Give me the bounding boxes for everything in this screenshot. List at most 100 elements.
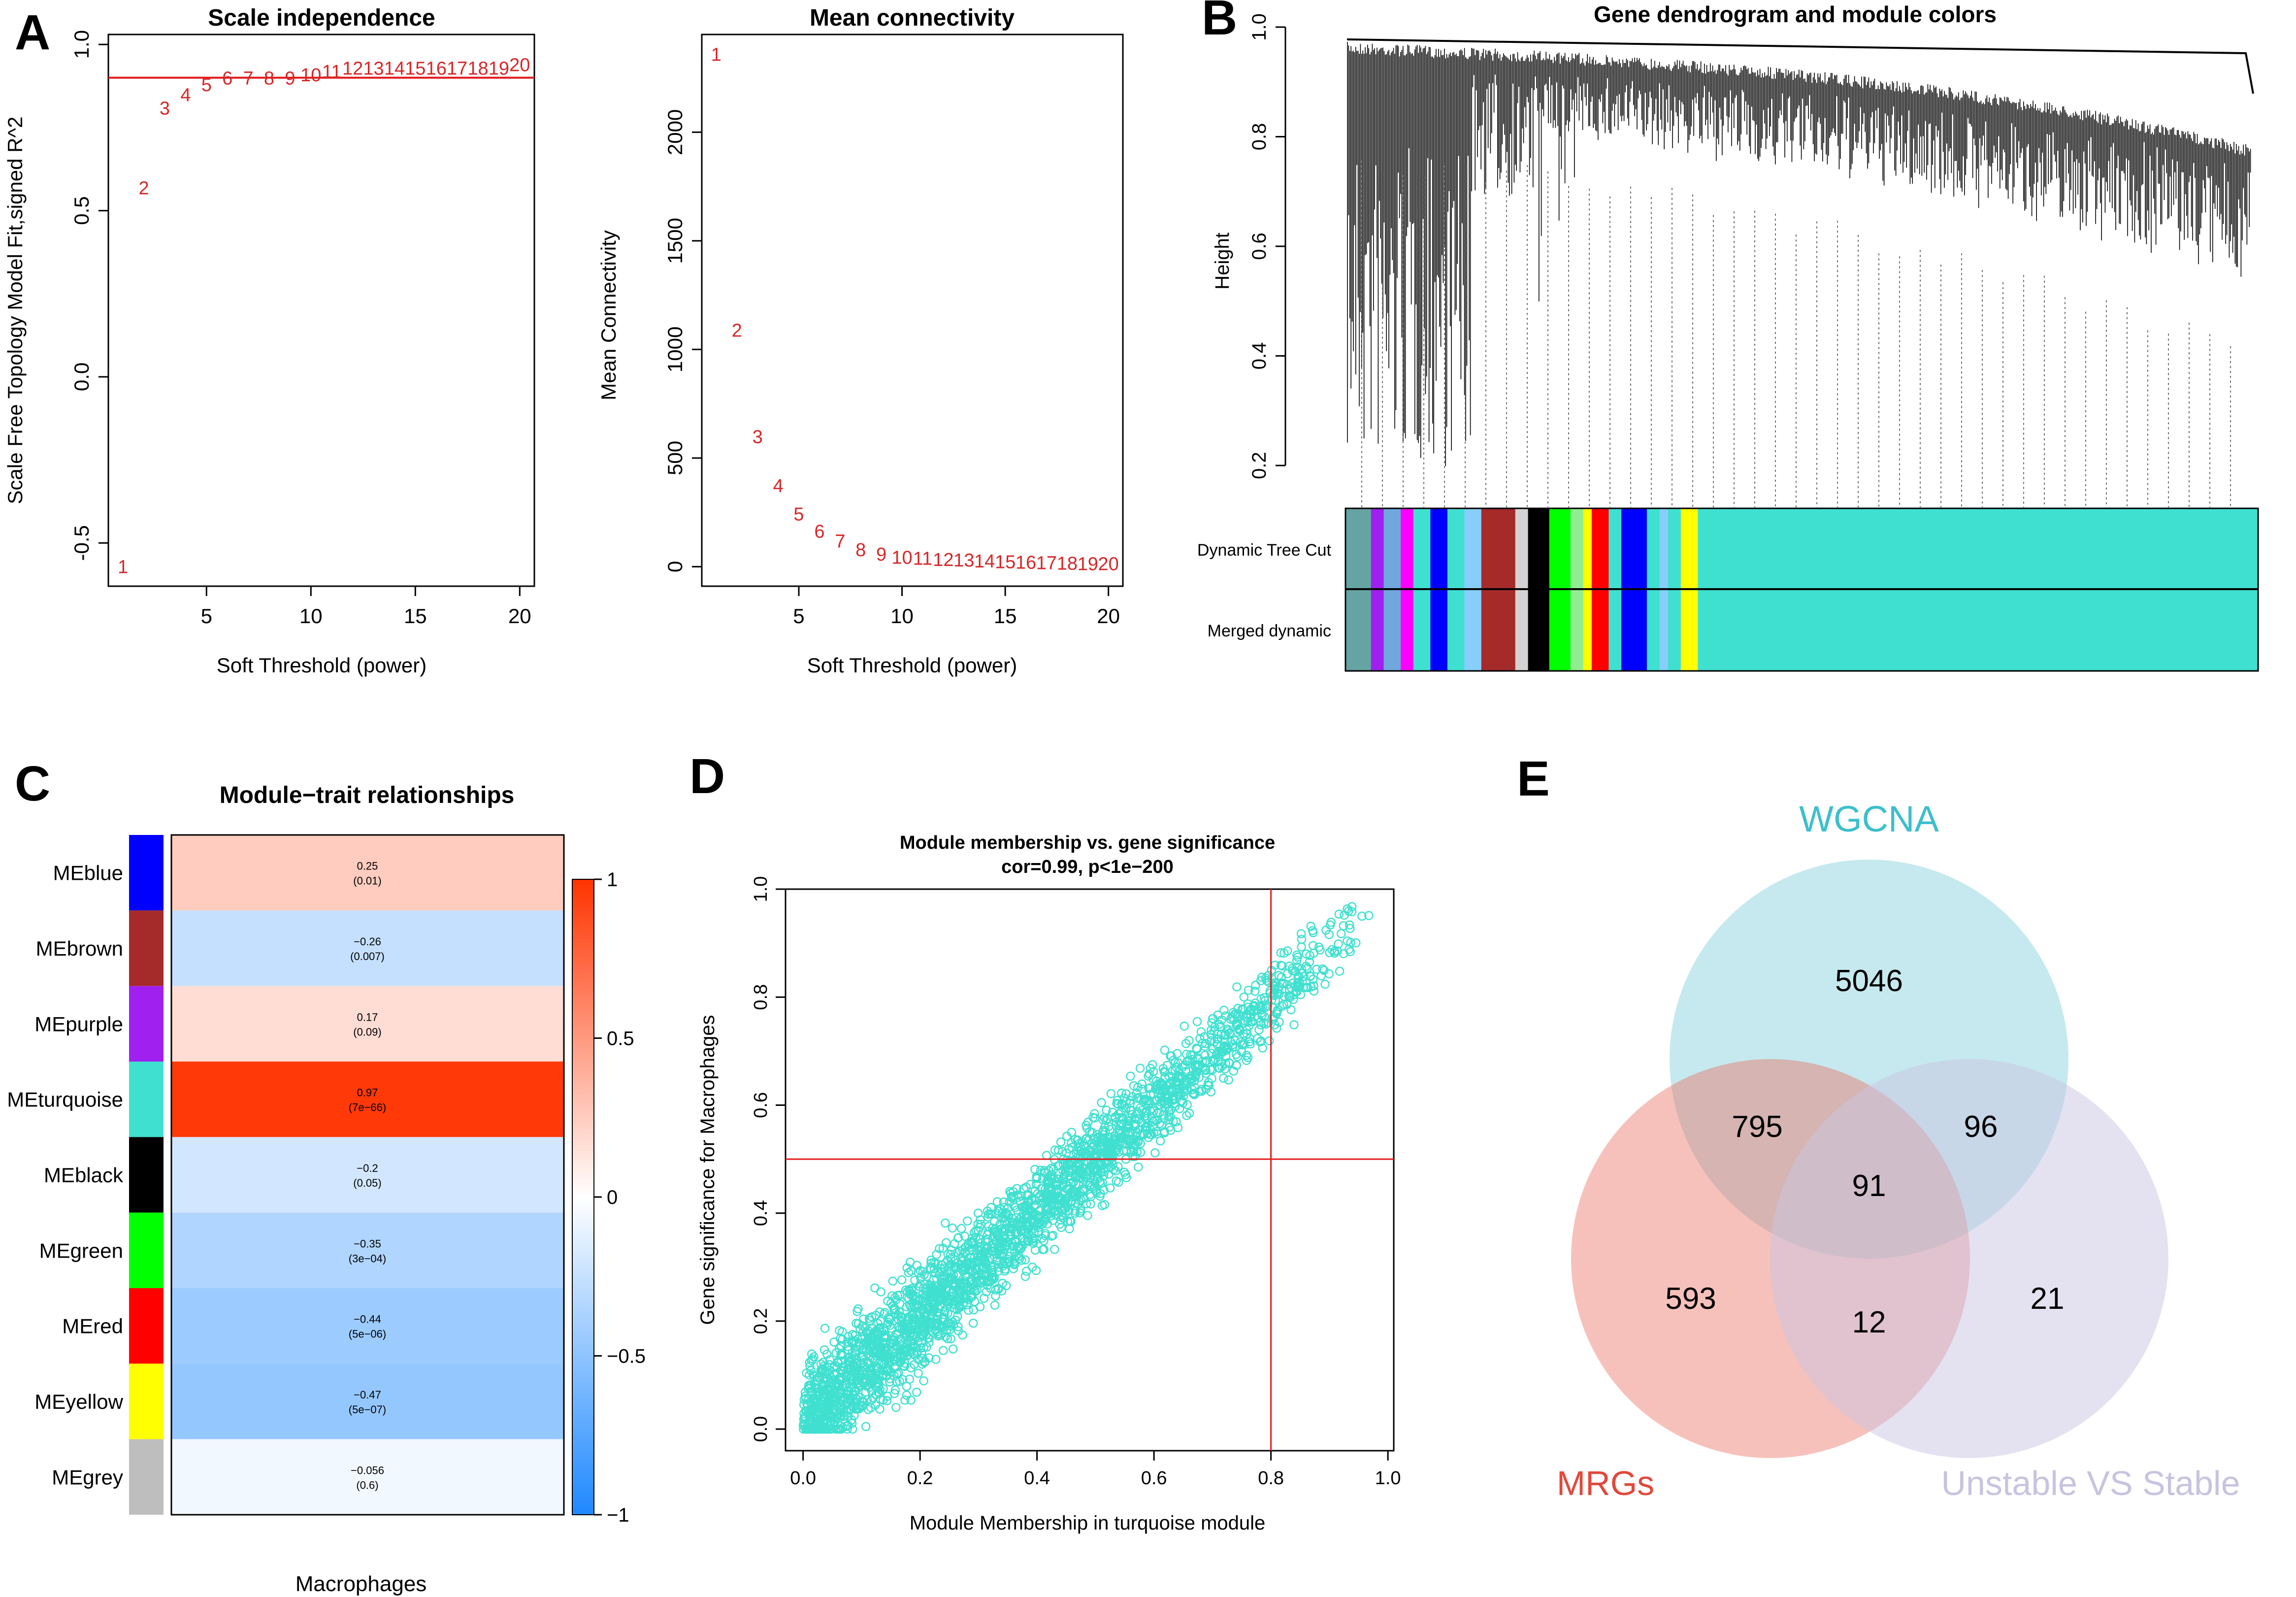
d-point	[919, 1308, 929, 1318]
a1-y-tick-label: 0.0	[70, 363, 93, 391]
b-title: Gene dendrogram and module colors	[1594, 1, 1997, 27]
d-point	[895, 1290, 905, 1300]
d-point	[1012, 1251, 1021, 1261]
d-point	[1066, 1178, 1076, 1188]
d-point	[1083, 1117, 1093, 1127]
c-heatmap-cell	[171, 1137, 564, 1213]
d-point	[962, 1283, 972, 1293]
d-point	[959, 1255, 969, 1264]
d-point	[878, 1338, 887, 1348]
d-point	[861, 1376, 871, 1385]
d-point	[1264, 1036, 1274, 1046]
d-point	[1014, 1243, 1024, 1252]
d-point	[846, 1358, 855, 1368]
d-y-label: Gene significance for Macrophages	[697, 1015, 719, 1325]
d-point	[1195, 1034, 1205, 1043]
d-point	[1058, 1181, 1068, 1191]
d-point	[820, 1324, 830, 1333]
d-point	[1142, 1122, 1151, 1132]
d-point	[1148, 1067, 1158, 1076]
d-point	[943, 1272, 952, 1282]
a2-y-tick-label: 1500	[663, 218, 687, 264]
d-point	[1076, 1167, 1085, 1177]
d-point	[1050, 1145, 1060, 1155]
d-point	[1334, 909, 1344, 919]
d-point	[1040, 1166, 1049, 1175]
d-point	[901, 1285, 911, 1295]
d-point	[1065, 1216, 1075, 1226]
c-module-label: MEyellow	[34, 1390, 123, 1413]
b-module-bar-dynamic	[1383, 508, 1401, 589]
d-point	[983, 1280, 992, 1290]
d-point	[1206, 1030, 1215, 1039]
d-point	[1009, 1187, 1018, 1197]
c-cell-cor: 0.97	[357, 1087, 378, 1099]
d-point	[879, 1332, 888, 1342]
d-point	[930, 1268, 940, 1278]
d-point	[999, 1198, 1009, 1207]
d-point	[1043, 1219, 1052, 1229]
d-point	[1364, 911, 1374, 920]
a2-y-tick-label: 0	[663, 561, 687, 572]
d-point	[858, 1397, 868, 1406]
d-point	[1173, 1123, 1183, 1132]
d-point	[990, 1300, 1000, 1310]
panel-letter-d: D	[689, 749, 725, 804]
d-x-label: Module Membership in turquoise module	[910, 1512, 1266, 1534]
c-heatmap-cell	[171, 835, 564, 911]
d-point	[1110, 1139, 1120, 1148]
d-point	[933, 1259, 943, 1268]
a2-point-label: 16	[1016, 553, 1036, 573]
d-y-tick-label: 0.6	[751, 1092, 771, 1118]
d-point	[1314, 942, 1324, 952]
d-point	[955, 1246, 965, 1256]
d-point	[990, 1225, 1000, 1234]
c-module-label: MEturquoise	[7, 1088, 123, 1111]
d-point	[1050, 1245, 1059, 1254]
d-point	[852, 1358, 861, 1367]
d-point	[1172, 1063, 1181, 1072]
d-point	[1345, 920, 1354, 930]
c-colorbar-tick-label: −0.5	[607, 1346, 646, 1367]
d-point	[1067, 1143, 1077, 1152]
d-point	[1108, 1152, 1117, 1162]
d-point	[993, 1206, 1003, 1216]
d-point	[1061, 1195, 1071, 1204]
a2-point-label: 10	[891, 547, 912, 568]
d-point	[1279, 948, 1289, 958]
a2-plot-frame	[701, 33, 1124, 587]
d-point	[986, 1241, 996, 1251]
d-point	[805, 1361, 815, 1371]
d-point	[1100, 1123, 1110, 1132]
d-point	[919, 1270, 929, 1279]
d-point	[950, 1303, 959, 1313]
c-cell-pvalue: (0.6)	[356, 1479, 378, 1491]
c-module-swatch	[129, 1212, 164, 1288]
panel-letter-e: E	[1517, 751, 1550, 806]
d-point	[817, 1424, 826, 1434]
d-point	[917, 1348, 926, 1358]
d-point	[1297, 968, 1307, 978]
d-point	[1152, 1095, 1162, 1104]
a1-point-label: 6	[222, 68, 232, 89]
b-y-label: Height	[1212, 233, 1233, 290]
d-point	[859, 1314, 868, 1324]
d-point	[1202, 1056, 1212, 1065]
d-point	[1012, 1245, 1021, 1255]
panel-c-module-trait: Module−trait relationships MEblue 0.25 (0.…	[7, 782, 646, 1596]
d-plot-frame	[785, 888, 1395, 1452]
a2-y-tick-label: 500	[663, 441, 687, 475]
d-point	[950, 1282, 960, 1292]
d-point	[1164, 1093, 1173, 1103]
a2-y-tick-label: 1000	[663, 327, 687, 372]
d-point	[899, 1349, 909, 1359]
d-point	[1256, 1017, 1266, 1027]
a1-point-label: 8	[264, 68, 274, 89]
d-point	[987, 1268, 997, 1277]
d-point	[993, 1230, 1003, 1239]
d-point	[858, 1352, 868, 1362]
d-point	[1055, 1220, 1064, 1229]
a1-point-label: 5	[201, 75, 212, 96]
d-point	[1044, 1204, 1053, 1214]
d-point	[1051, 1210, 1061, 1220]
